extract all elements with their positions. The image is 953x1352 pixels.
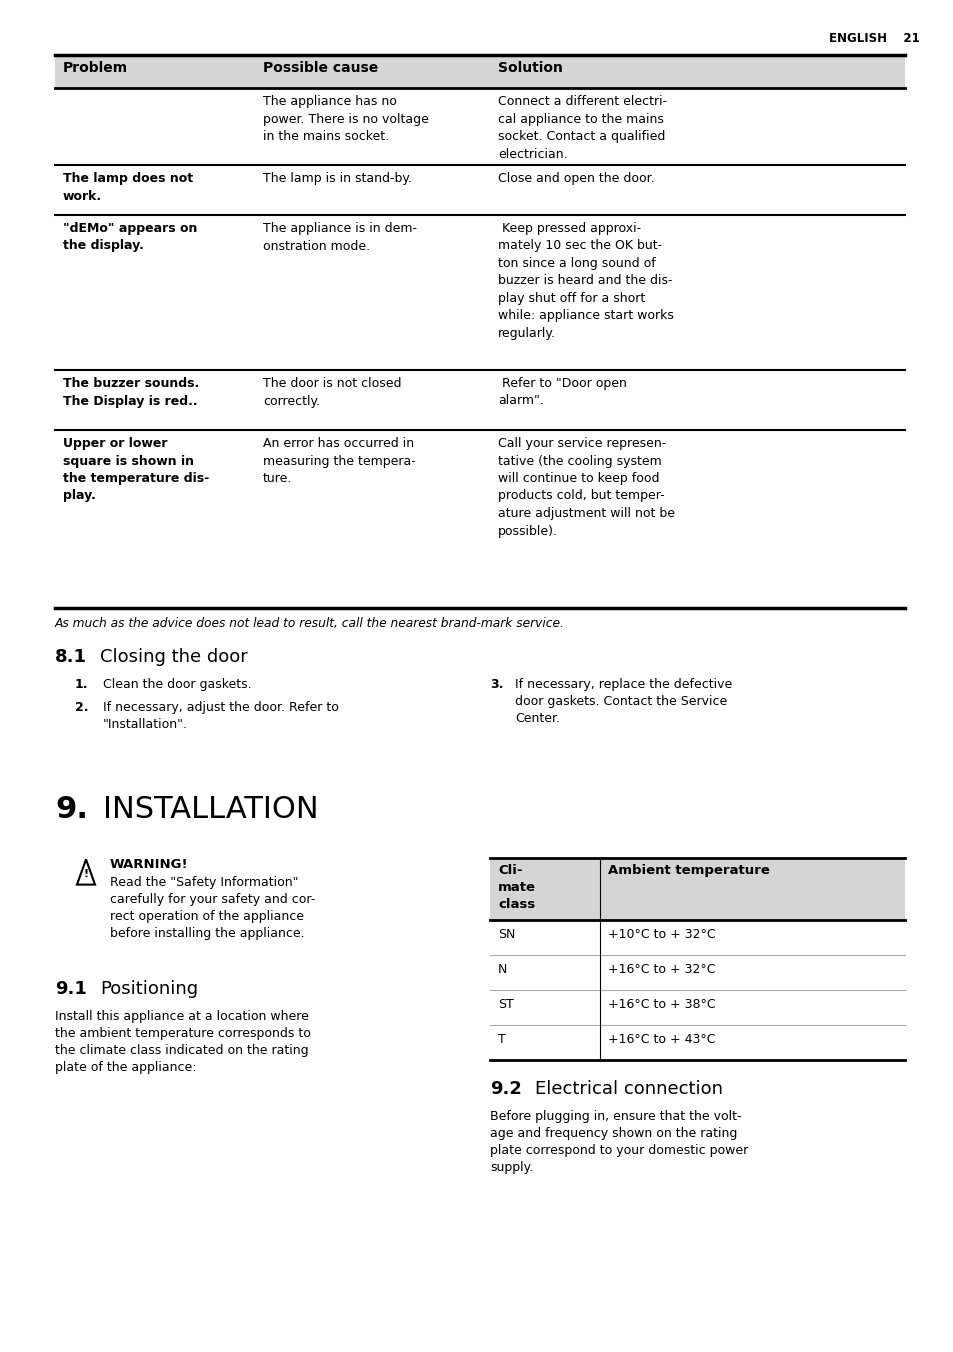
Text: If necessary, replace the defective
door gaskets. Contact the Service
Center.: If necessary, replace the defective door…: [515, 677, 732, 725]
Text: An error has occurred in
measuring the tempera-
ture.: An error has occurred in measuring the t…: [263, 437, 416, 485]
Text: Before plugging in, ensure that the volt-
age and frequency shown on the rating
: Before plugging in, ensure that the volt…: [490, 1110, 747, 1174]
Text: The door is not closed
correctly.: The door is not closed correctly.: [263, 377, 401, 407]
Text: +16°C to + 38°C: +16°C to + 38°C: [607, 998, 715, 1011]
Text: Closing the door: Closing the door: [100, 648, 248, 667]
Text: The lamp is in stand-by.: The lamp is in stand-by.: [263, 172, 412, 185]
Text: Install this appliance at a location where
the ambient temperature corresponds t: Install this appliance at a location whe…: [55, 1010, 311, 1073]
Bar: [490, 859, 904, 919]
Text: 9.: 9.: [55, 795, 88, 823]
Text: Upper or lower
square is shown in
the temperature dis-
play.: Upper or lower square is shown in the te…: [63, 437, 209, 503]
Text: Positioning: Positioning: [100, 980, 198, 998]
Text: The appliance is in dem-
onstration mode.: The appliance is in dem- onstration mode…: [263, 222, 416, 253]
Text: Ambient temperature: Ambient temperature: [607, 864, 769, 877]
Text: 3.: 3.: [490, 677, 503, 691]
Text: 9.2: 9.2: [490, 1080, 521, 1098]
Text: Keep pressed approxi-
mately 10 sec the OK but-
ton since a long sound of
buzzer: Keep pressed approxi- mately 10 sec the …: [497, 222, 673, 339]
Text: If necessary, adjust the door. Refer to
"Installation".: If necessary, adjust the door. Refer to …: [103, 700, 338, 731]
Text: N: N: [497, 963, 507, 976]
Text: WARNING!: WARNING!: [110, 859, 189, 871]
Text: Solution: Solution: [497, 61, 562, 74]
Text: Clean the door gaskets.: Clean the door gaskets.: [103, 677, 252, 691]
Text: 9.1: 9.1: [55, 980, 87, 998]
Text: The appliance has no
power. There is no voltage
in the mains socket.: The appliance has no power. There is no …: [263, 95, 429, 143]
Text: Electrical connection: Electrical connection: [535, 1080, 722, 1098]
Text: Close and open the door.: Close and open the door.: [497, 172, 654, 185]
Text: +16°C to + 32°C: +16°C to + 32°C: [607, 963, 715, 976]
Text: 2.: 2.: [75, 700, 89, 714]
Text: !: !: [83, 869, 89, 879]
Text: Refer to "Door open
alarm".: Refer to "Door open alarm".: [497, 377, 626, 407]
Text: The buzzer sounds.
The Display is red..: The buzzer sounds. The Display is red..: [63, 377, 199, 407]
Text: 1.: 1.: [75, 677, 89, 691]
Text: Connect a different electri-
cal appliance to the mains
socket. Contact a qualif: Connect a different electri- cal applian…: [497, 95, 666, 161]
Text: Call your service represen-
tative (the cooling system
will continue to keep foo: Call your service represen- tative (the …: [497, 437, 675, 538]
Text: Read the "Safety Information"
carefully for your safety and cor-
rect operation : Read the "Safety Information" carefully …: [110, 876, 314, 940]
Text: +16°C to + 43°C: +16°C to + 43°C: [607, 1033, 715, 1046]
Text: +10°C to + 32°C: +10°C to + 32°C: [607, 927, 715, 941]
Text: The lamp does not
work.: The lamp does not work.: [63, 172, 193, 203]
Text: "dEMo" appears on
the display.: "dEMo" appears on the display.: [63, 222, 197, 253]
Text: ENGLISH    21: ENGLISH 21: [828, 32, 919, 45]
Text: As much as the advice does not lead to result, call the nearest brand-mark servi: As much as the advice does not lead to r…: [55, 617, 564, 630]
Bar: [55, 55, 904, 88]
Text: Problem: Problem: [63, 61, 128, 74]
Text: Possible cause: Possible cause: [263, 61, 377, 74]
Text: Cli-
mate
class: Cli- mate class: [497, 864, 536, 911]
Text: 8.1: 8.1: [55, 648, 87, 667]
Text: ST: ST: [497, 998, 514, 1011]
Text: INSTALLATION: INSTALLATION: [103, 795, 318, 823]
Text: SN: SN: [497, 927, 515, 941]
Text: T: T: [497, 1033, 505, 1046]
